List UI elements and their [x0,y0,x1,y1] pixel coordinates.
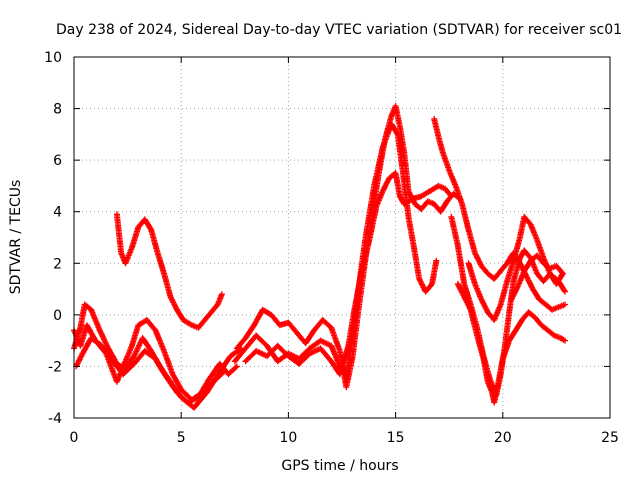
x-axis-label: GPS time / hours [281,458,398,474]
x-tick-label: 10 [279,430,297,446]
series-markers [71,301,245,411]
plot-frame [73,56,611,419]
y-tick-label: 2 [53,256,62,272]
x-tick-label: 0 [70,430,79,446]
data-series-track-b [71,301,245,411]
chart-title: Day 238 of 2024, Sidereal Day-to-day VTE… [56,22,622,38]
series-layer [71,103,568,411]
x-tick-label: 15 [387,430,405,446]
data-series-track-k [465,213,566,323]
data-series-track-j [454,280,568,406]
y-tick-label: -2 [48,359,62,375]
series-markers [242,170,455,378]
y-tick-label: 6 [53,153,62,169]
y-tick-label: -4 [48,411,62,427]
series-markers [454,280,568,406]
y-tick-label: 8 [53,102,62,118]
data-series-track-c [73,335,240,406]
y-tick-label: 10 [44,50,62,66]
series-markers [508,252,566,303]
x-tick-label: 25 [601,430,619,446]
x-tick-label: 5 [177,430,186,446]
series-markers [113,211,225,331]
data-series-track-g [242,170,455,378]
y-tick-label: 0 [53,308,62,324]
series-markers [73,335,240,406]
x-tick-label: 20 [494,430,512,446]
data-series-track-d [113,211,225,331]
series-markers [465,213,566,323]
y-tick-label: 4 [53,205,62,221]
y-axis-label: SDTVAR / TECUs [8,180,24,295]
axis-layer: 0 5 10 15 20 25 -4 -2 0 2 4 6 8 10 [44,50,619,446]
data-series-track-l [508,252,566,303]
